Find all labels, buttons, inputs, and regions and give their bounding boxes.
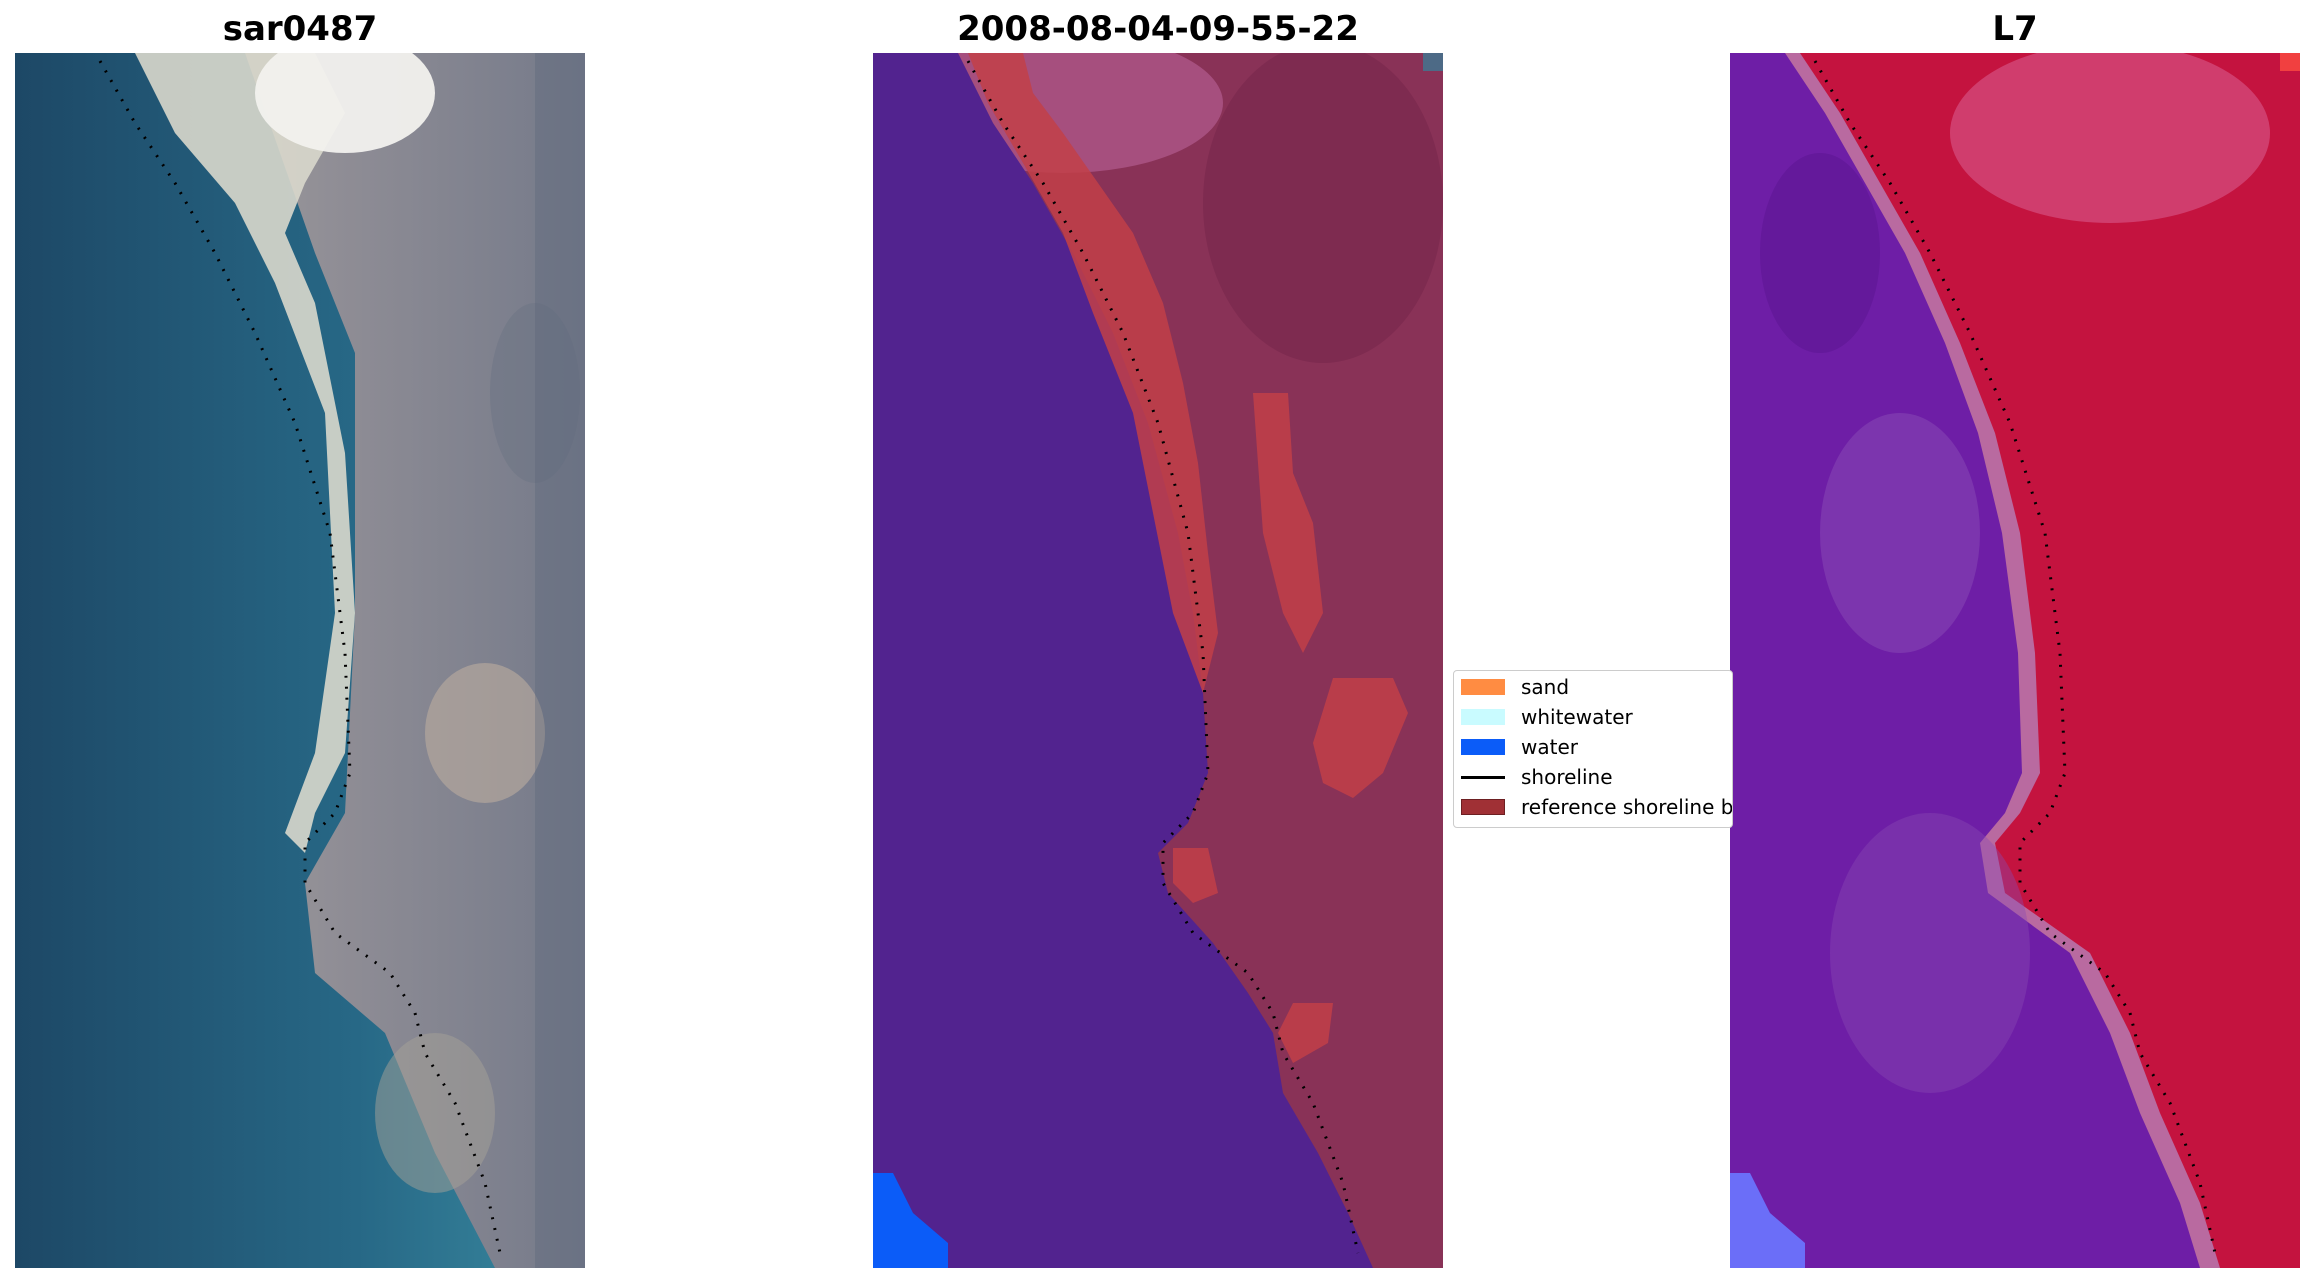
legend-label: shoreline bbox=[1521, 765, 1613, 789]
l7-image bbox=[1730, 53, 2300, 1268]
water-swatch bbox=[1461, 739, 1505, 755]
panel-title-ndwi: L7 bbox=[1992, 9, 2038, 49]
legend-item-shoreline: shoreline bbox=[1454, 763, 1732, 791]
legend-item-water: water bbox=[1454, 733, 1732, 761]
shoreline-line-symbol bbox=[1461, 776, 1505, 779]
classified-image bbox=[873, 53, 1443, 1268]
reference-shoreline-swatch bbox=[1461, 799, 1505, 815]
legend-item-reference-shoreline: reference shoreline b bbox=[1454, 793, 1733, 821]
legend-label: reference shoreline b bbox=[1521, 795, 1733, 819]
panel-title-classified: 2008-08-04-09-55-22 bbox=[957, 9, 1359, 49]
legend-label: water bbox=[1521, 735, 1578, 759]
rgb-image-panel bbox=[15, 53, 585, 1268]
whitewater-swatch bbox=[1461, 709, 1505, 725]
l7-image-panel bbox=[1730, 53, 2300, 1268]
sand-swatch bbox=[1461, 679, 1505, 695]
legend-item-sand: sand bbox=[1454, 673, 1732, 701]
legend: sand whitewater water shoreline referenc… bbox=[1453, 670, 1733, 828]
panel-title-rgb: sar0487 bbox=[222, 9, 378, 49]
legend-label: whitewater bbox=[1521, 705, 1633, 729]
rgb-image bbox=[15, 53, 585, 1268]
classified-image-panel bbox=[873, 53, 1443, 1268]
legend-label: sand bbox=[1521, 675, 1570, 699]
legend-item-whitewater: whitewater bbox=[1454, 703, 1732, 731]
